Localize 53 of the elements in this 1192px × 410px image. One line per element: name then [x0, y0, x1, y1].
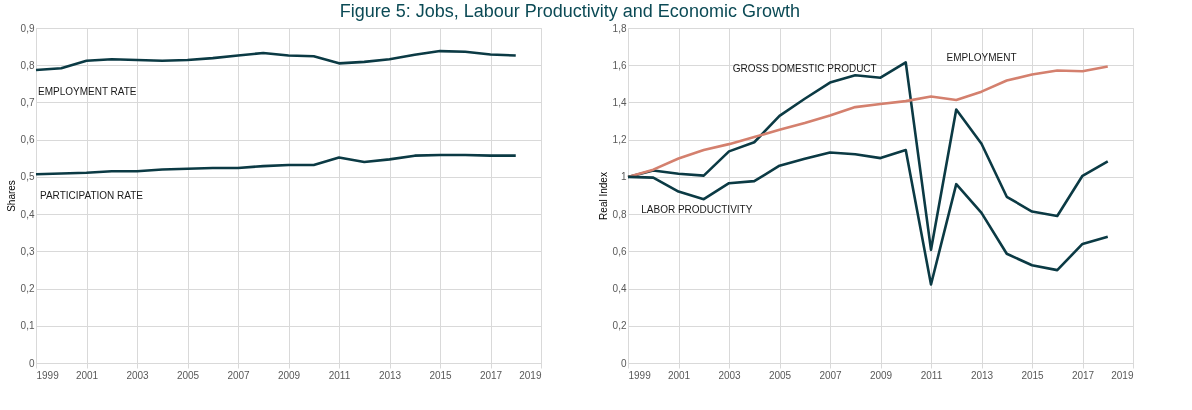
x-tick-label: 2011: [328, 369, 351, 381]
x-tick-label: 2019: [1111, 369, 1134, 381]
y-tick-label: 0,3: [20, 245, 35, 257]
y-tick-label: 0,2: [612, 320, 627, 332]
x-tick-label: 2005: [176, 369, 200, 381]
x-tick-label: 2009: [869, 369, 893, 381]
y-tick-label: 0,4: [612, 283, 627, 295]
x-tick-label: 2013: [970, 369, 994, 381]
x-tick-label: 1999: [36, 369, 60, 381]
x-tick-label: 2003: [126, 369, 150, 381]
x-tick-label: 2007: [819, 369, 843, 381]
y-axis-title: Shares: [5, 180, 17, 212]
x-tick-label: 2003: [718, 369, 742, 381]
line-series: [34, 49, 518, 72]
y-tick-label: 0,4: [20, 208, 35, 220]
series-label: GROSS DOMESTIC PRODUCT: [732, 62, 877, 74]
x-tick-label: 2017: [479, 369, 503, 381]
y-axis-title: Real Index: [597, 172, 609, 220]
y-tick-label: 0,6: [20, 134, 35, 146]
x-tick-label: 2005: [768, 369, 792, 381]
x-tick-label: 2017: [1071, 369, 1095, 381]
y-tick-label: 0,2: [20, 283, 35, 295]
y-tick-label: 1,4: [612, 96, 627, 108]
y-tick-label: 0,8: [612, 208, 627, 220]
y-tick-label: 1: [620, 171, 627, 183]
y-tick-label: 0: [620, 357, 627, 369]
x-tick-label: 2009: [277, 369, 301, 381]
x-tick-label: 2001: [667, 369, 691, 381]
y-tick-label: 1,8: [612, 22, 627, 34]
x-tick-label: 2007: [227, 369, 251, 381]
x-tick-label: 2015: [429, 369, 453, 381]
y-tick-label: 1,2: [612, 134, 627, 146]
series-label: EMPLOYMENT RATE: [38, 86, 137, 98]
y-tick-label: 0,5: [20, 171, 35, 183]
y-tick-label: 0,8: [20, 59, 35, 71]
y-tick-label: 0,1: [20, 320, 35, 332]
series-label: PARTICIPATION RATE: [40, 190, 144, 202]
x-tick-label: 2015: [1021, 369, 1045, 381]
series-label: EMPLOYMENT: [946, 51, 1017, 63]
y-tick-label: 0: [28, 357, 35, 369]
x-tick-label: 2019: [519, 369, 542, 381]
chart-title: Figure 5: Jobs, Labour Productivity and Economic Growth: [339, 0, 800, 21]
y-tick-label: 0,9: [20, 22, 35, 34]
line-series: [626, 65, 1110, 179]
series-label: LABOR PRODUCTIVITY: [641, 203, 753, 215]
x-tick-label: 2001: [75, 369, 99, 381]
line-series: [34, 153, 518, 176]
x-tick-label: 1999: [628, 369, 652, 381]
y-tick-label: 0,7: [20, 96, 35, 108]
x-tick-label: 2011: [920, 369, 943, 381]
x-tick-label: 2013: [378, 369, 402, 381]
y-tick-label: 0,6: [612, 245, 627, 257]
y-tick-label: 1,6: [612, 59, 627, 71]
